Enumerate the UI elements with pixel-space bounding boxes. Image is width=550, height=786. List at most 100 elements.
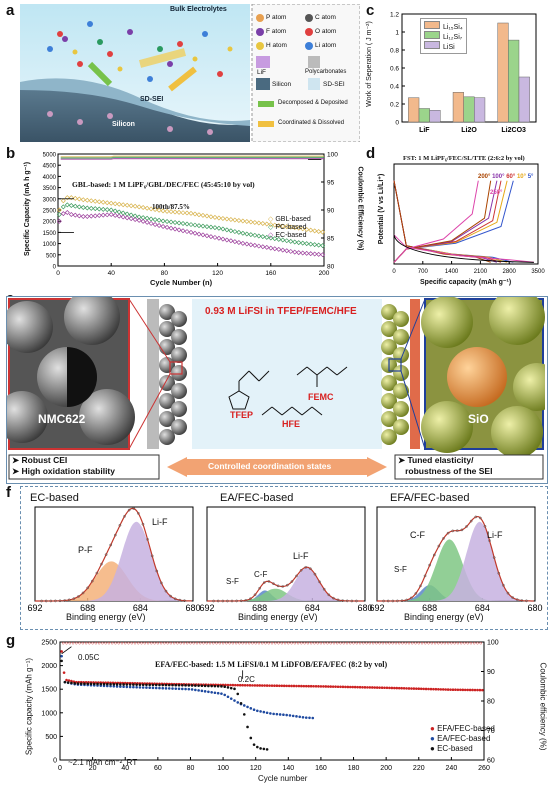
data-point — [320, 252, 326, 258]
data-point — [204, 233, 210, 239]
data-point — [177, 687, 181, 691]
data-point — [84, 197, 90, 203]
ce-point — [257, 641, 261, 645]
data-point — [92, 213, 98, 219]
ce-point — [326, 641, 329, 645]
ce-point — [407, 641, 411, 645]
legend-item: ◇ EC-based — [268, 232, 307, 239]
data-point — [236, 692, 240, 696]
raw-point — [160, 581, 163, 585]
raw-point — [285, 583, 289, 587]
ce-point — [146, 641, 150, 645]
legend-label: EA/FEC-based — [437, 734, 491, 743]
panel-g-rate2: 0.2C — [238, 675, 255, 684]
data-point — [236, 239, 242, 245]
data-point — [172, 220, 178, 226]
data-point — [92, 682, 96, 686]
data-point — [298, 715, 302, 719]
data-point — [136, 214, 142, 220]
data-point — [207, 690, 210, 694]
data-point — [444, 688, 447, 691]
data-point — [181, 684, 184, 687]
ce-point — [172, 641, 176, 645]
legend-coordinated: Coordinated & Dissolved — [278, 120, 345, 126]
legend-item: LiSi — [424, 41, 463, 51]
x-tick-label: 0 — [58, 765, 62, 772]
legend-f-atom: F atom — [266, 28, 287, 35]
data-point — [468, 688, 472, 692]
data-point — [104, 200, 110, 206]
data-point — [122, 683, 125, 686]
x-tick-label: 200 — [380, 765, 392, 772]
data-point — [295, 715, 298, 718]
data-point — [314, 684, 318, 688]
data-point — [407, 687, 411, 690]
data-point — [296, 240, 302, 246]
x-tick-label: 160 — [265, 270, 276, 277]
f-peak-ec-pf: P-F — [78, 545, 93, 555]
data-point — [419, 687, 423, 691]
data-point — [282, 684, 286, 688]
data-point — [88, 198, 94, 204]
ce-point — [254, 641, 257, 645]
data-point — [60, 654, 63, 658]
data-point — [212, 214, 218, 220]
data-point — [200, 684, 204, 688]
data-point — [481, 688, 484, 692]
data-point — [116, 201, 122, 207]
legend-item: ● EA/FEC-based — [430, 734, 491, 743]
y-tick-label: 0 — [53, 265, 57, 271]
data-point — [256, 220, 262, 226]
panel-label-a: a — [6, 2, 15, 19]
data-point — [272, 222, 278, 228]
y-tick-label: 0 — [395, 120, 399, 127]
fitted-peak — [35, 521, 193, 601]
ce-point — [71, 641, 75, 645]
charge-curve — [393, 180, 502, 263]
hfe-label: HFE — [282, 419, 300, 429]
ce-point — [293, 641, 297, 645]
ce-point — [290, 641, 293, 645]
data-point — [156, 217, 162, 223]
raw-point — [276, 584, 280, 588]
data-point — [241, 683, 244, 687]
data-point — [226, 683, 230, 687]
data-point — [200, 232, 206, 238]
data-point — [112, 682, 116, 686]
data-point — [167, 683, 171, 687]
ce-point — [94, 641, 98, 645]
f-peak-ec-lif: Li-F — [152, 517, 168, 527]
f-xlabel-efa: Binding energy (eV) — [404, 612, 484, 622]
raw-point — [77, 595, 80, 598]
data-point — [308, 241, 314, 247]
data-point — [285, 713, 288, 717]
data-point — [100, 206, 106, 212]
panel-label-g: g — [6, 632, 16, 649]
data-point — [115, 685, 119, 688]
ce-point — [365, 641, 368, 645]
x-tick-label: 120 — [250, 765, 262, 772]
y2-tick-label: 95 — [327, 180, 335, 187]
data-point — [180, 221, 186, 227]
ce-point — [62, 641, 65, 645]
data-point — [276, 236, 282, 242]
data-point — [280, 684, 284, 688]
data-point — [141, 686, 145, 689]
raw-point — [169, 594, 172, 598]
data-point — [300, 250, 306, 256]
plot-frame — [206, 506, 366, 602]
data-point — [304, 716, 308, 719]
panel-b-legend: ◇ GBL-based ◇ PC-based ◇ EC-based — [268, 215, 311, 239]
data-point — [308, 716, 311, 720]
x-tick-label: 688 — [80, 603, 95, 613]
data-point — [375, 686, 379, 689]
data-point — [194, 684, 197, 687]
raw-point — [67, 598, 71, 602]
ce-point — [166, 641, 169, 645]
temp-label: 5° — [527, 174, 534, 180]
data-point — [272, 246, 278, 252]
data-point — [240, 218, 246, 224]
ce-point — [81, 641, 85, 645]
data-point — [275, 684, 279, 688]
panel-g-rate1: 0.05C — [78, 653, 100, 662]
